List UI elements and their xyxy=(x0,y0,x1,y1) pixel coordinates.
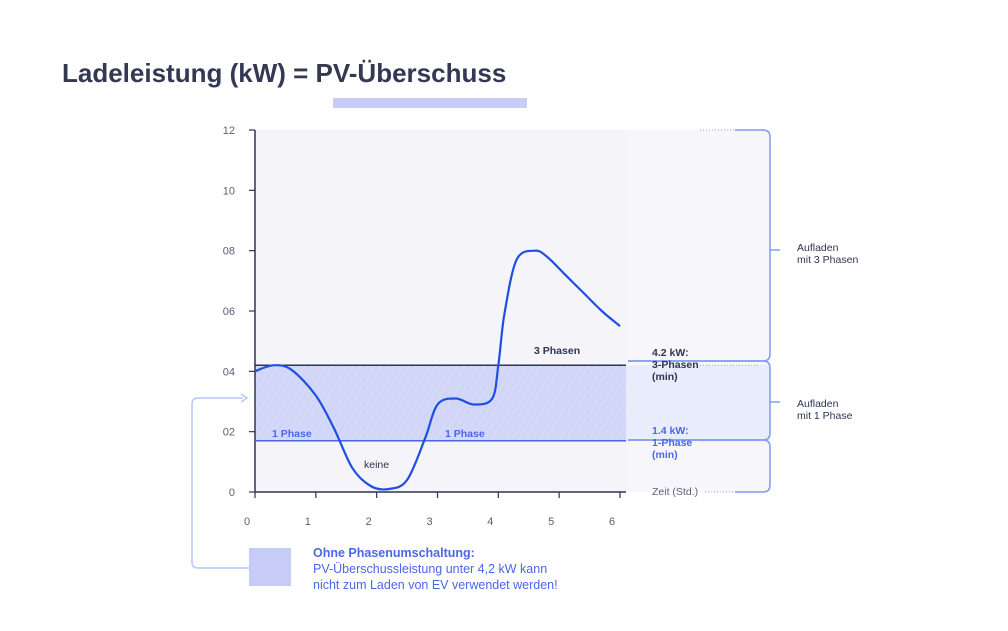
y-tick-label: 06 xyxy=(223,306,235,318)
x-tick-label: 6 xyxy=(609,516,615,528)
threshold-1-label: 1.4 kW: xyxy=(652,425,689,437)
zone-upper-line-1: Aufladen xyxy=(797,242,839,254)
threshold-1-sublabel-1: 1-Phase xyxy=(652,437,692,449)
zone-lower-line-1: Aufladen xyxy=(797,398,839,410)
legend-swatch xyxy=(249,548,291,586)
x-tick-label: 3 xyxy=(426,516,432,528)
x-tick-label: 1 xyxy=(305,516,311,528)
zone-lower-line-2: mit 1 Phase xyxy=(797,410,853,422)
threshold-3-sublabel-1: 3-Phasen xyxy=(652,359,699,371)
y-tick-label: 02 xyxy=(223,427,235,439)
label-keine: keine xyxy=(364,459,389,471)
threshold-3-sublabel-2: (min) xyxy=(652,371,678,383)
label-3-phasen: 3 Phasen xyxy=(534,345,580,357)
page-title: Ladeleistung (kW) = PV-Überschuss xyxy=(62,58,507,88)
x-tick-label: 5 xyxy=(548,516,554,528)
x-tick-label: 4 xyxy=(487,516,493,528)
threshold-3-label: 4.2 kW: xyxy=(652,347,689,359)
y-tick-label: 12 xyxy=(223,125,235,137)
x-tick-label: 0 xyxy=(244,516,250,528)
three-phase-gap-hatch xyxy=(255,365,626,441)
y-tick-label: 08 xyxy=(223,246,235,258)
series-line xyxy=(254,249,621,491)
y-tick-label: 04 xyxy=(223,366,235,378)
note-line-2: nicht zum Laden von EV verwendet werden! xyxy=(313,578,558,592)
threshold-1-sublabel-2: (min) xyxy=(652,449,678,461)
zone-upper-line-2: mit 3 Phasen xyxy=(797,254,858,266)
note-title: Ohne Phasenumschaltung: xyxy=(313,546,475,560)
note-line-1: PV-Überschussleistung unter 4,2 kW kann xyxy=(313,562,548,576)
x-tick-label: 2 xyxy=(366,516,372,528)
note-connector xyxy=(191,397,249,569)
bracket-lower xyxy=(628,439,771,493)
title-highlight xyxy=(333,98,527,108)
label-1-phase-mid: 1 Phase xyxy=(445,428,485,440)
note-connector-arrowhead xyxy=(240,393,249,403)
y-tick-label: 10 xyxy=(223,185,235,197)
right-band-lower xyxy=(626,365,770,441)
y-tick-label: 0 xyxy=(229,487,235,499)
label-1-phase-left: 1 Phase xyxy=(272,428,312,440)
note: Ohne Phasenumschaltung: PV-Überschusslei… xyxy=(313,545,558,593)
label-zeit: Zeit (Std.) xyxy=(652,486,698,498)
